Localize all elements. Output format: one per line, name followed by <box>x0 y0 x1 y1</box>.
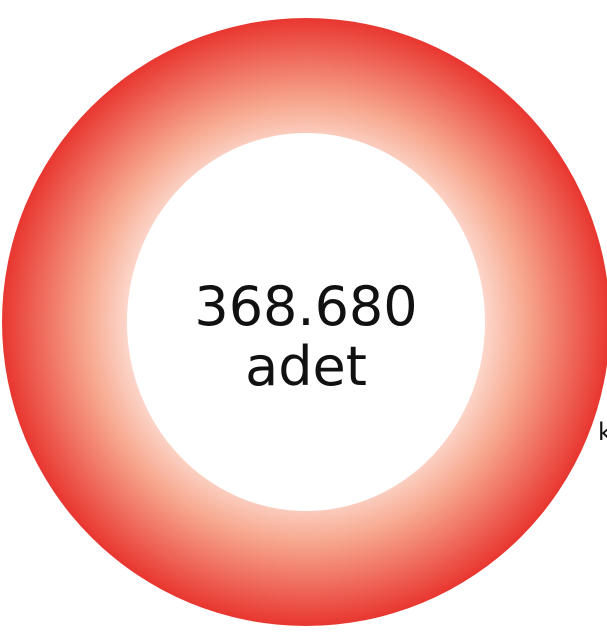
side-text: k <box>598 418 607 446</box>
ring-value: 368.680 <box>194 275 417 338</box>
ring-unit: adet <box>245 335 367 398</box>
ring-inner <box>127 133 485 511</box>
